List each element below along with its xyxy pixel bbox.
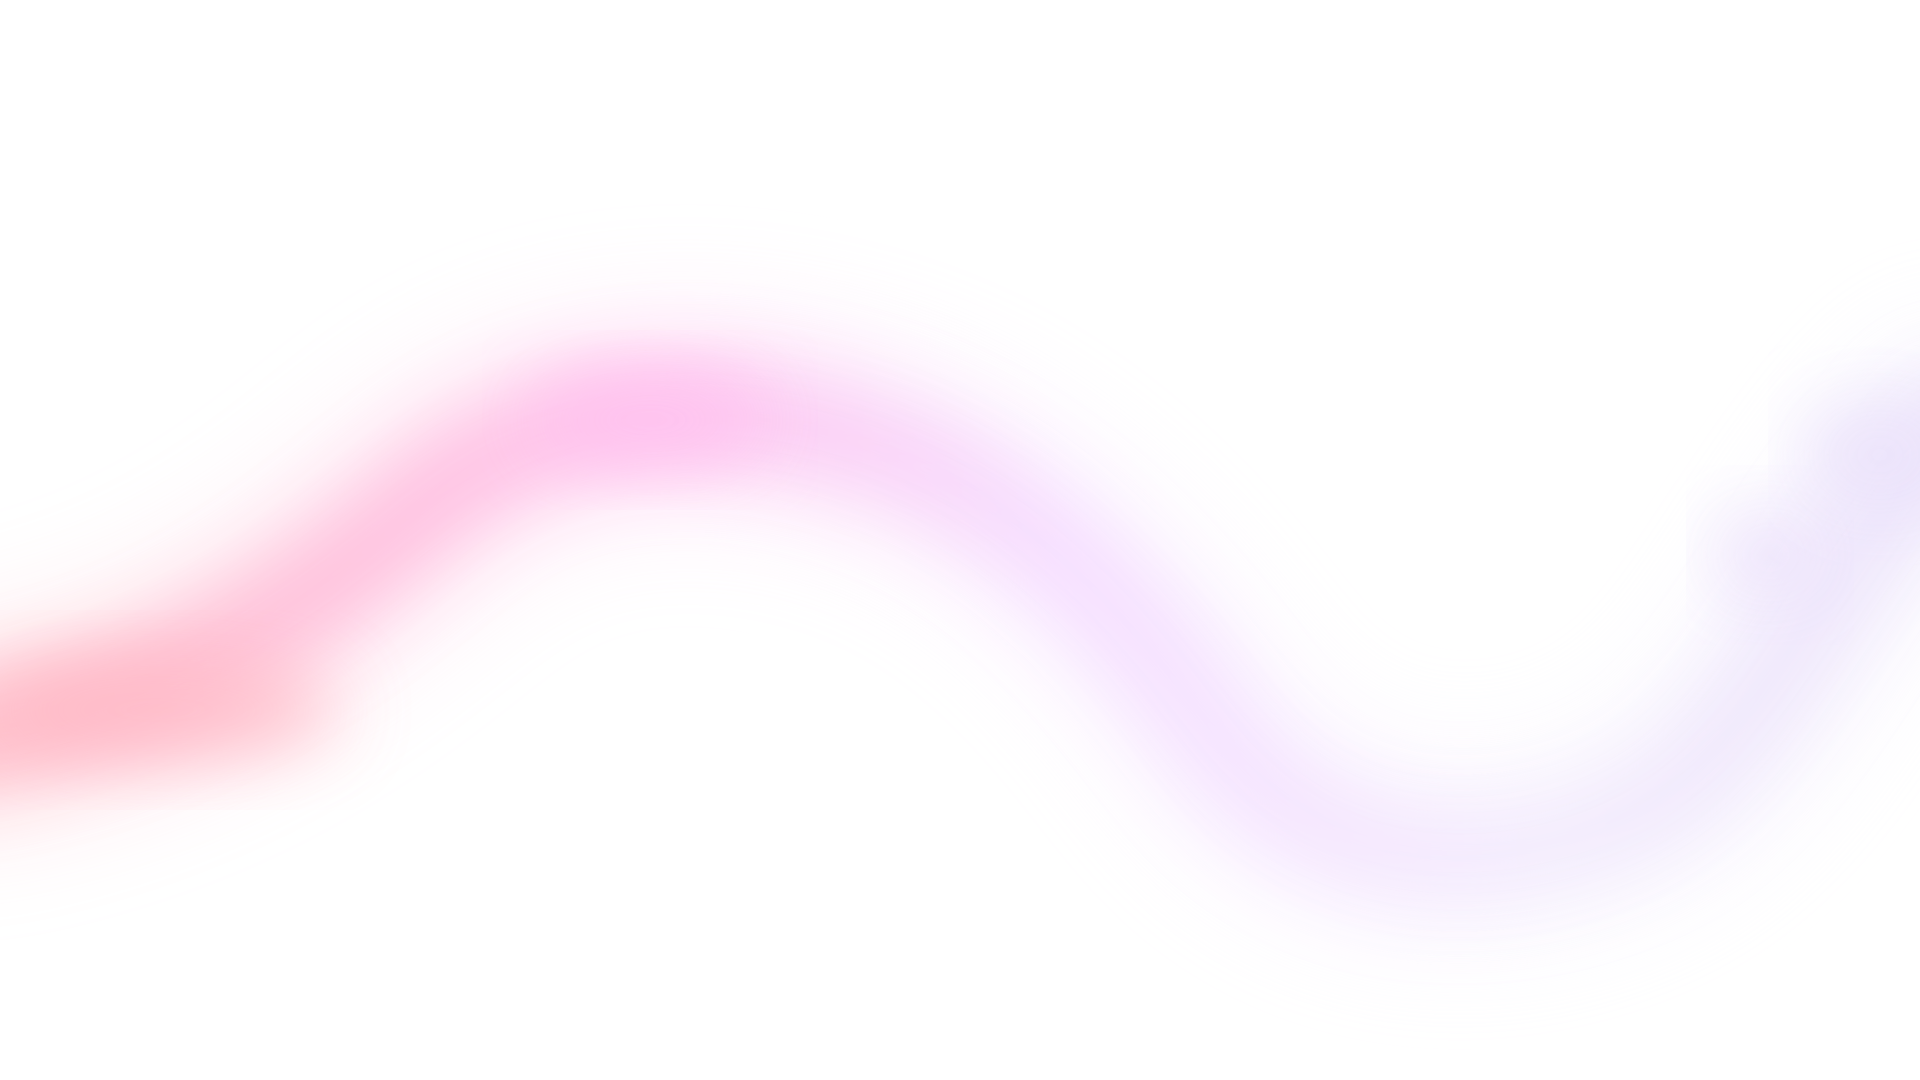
wave-ribbon xyxy=(0,364,1920,903)
wave-highlight-pink xyxy=(530,375,770,465)
wave-highlight-lavender-1 xyxy=(1710,510,1830,600)
wave-highlight-red xyxy=(0,660,340,760)
wave-highlight-lavender-2 xyxy=(1800,400,1920,510)
